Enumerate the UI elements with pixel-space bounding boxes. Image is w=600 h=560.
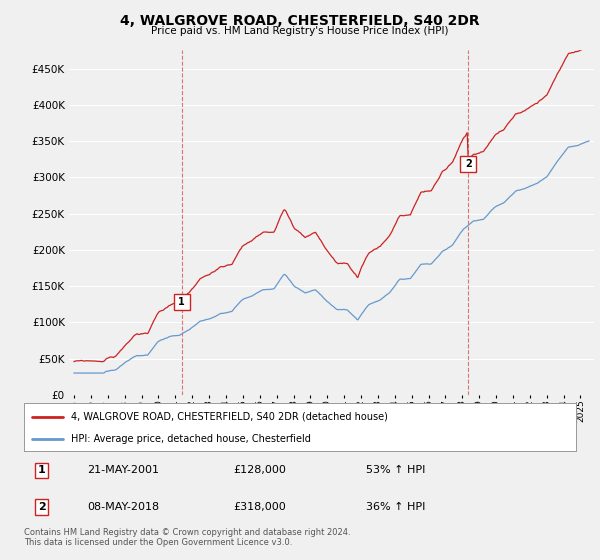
- Text: 4, WALGROVE ROAD, CHESTERFIELD, S40 2DR: 4, WALGROVE ROAD, CHESTERFIELD, S40 2DR: [120, 14, 480, 28]
- Text: £318,000: £318,000: [234, 502, 287, 512]
- Text: Price paid vs. HM Land Registry's House Price Index (HPI): Price paid vs. HM Land Registry's House …: [151, 26, 449, 36]
- Text: 36% ↑ HPI: 36% ↑ HPI: [366, 502, 425, 512]
- Text: 4, WALGROVE ROAD, CHESTERFIELD, S40 2DR (detached house): 4, WALGROVE ROAD, CHESTERFIELD, S40 2DR …: [71, 412, 388, 422]
- Text: Contains HM Land Registry data © Crown copyright and database right 2024.
This d: Contains HM Land Registry data © Crown c…: [24, 528, 350, 547]
- Text: £128,000: £128,000: [234, 465, 287, 475]
- Text: 21-MAY-2001: 21-MAY-2001: [88, 465, 160, 475]
- Text: 1: 1: [178, 297, 185, 307]
- Text: 1: 1: [38, 465, 46, 475]
- Text: 2: 2: [38, 502, 46, 512]
- Text: 2: 2: [465, 159, 472, 169]
- Text: HPI: Average price, detached house, Chesterfield: HPI: Average price, detached house, Ches…: [71, 434, 311, 444]
- Text: 08-MAY-2018: 08-MAY-2018: [88, 502, 160, 512]
- Text: 53% ↑ HPI: 53% ↑ HPI: [366, 465, 425, 475]
